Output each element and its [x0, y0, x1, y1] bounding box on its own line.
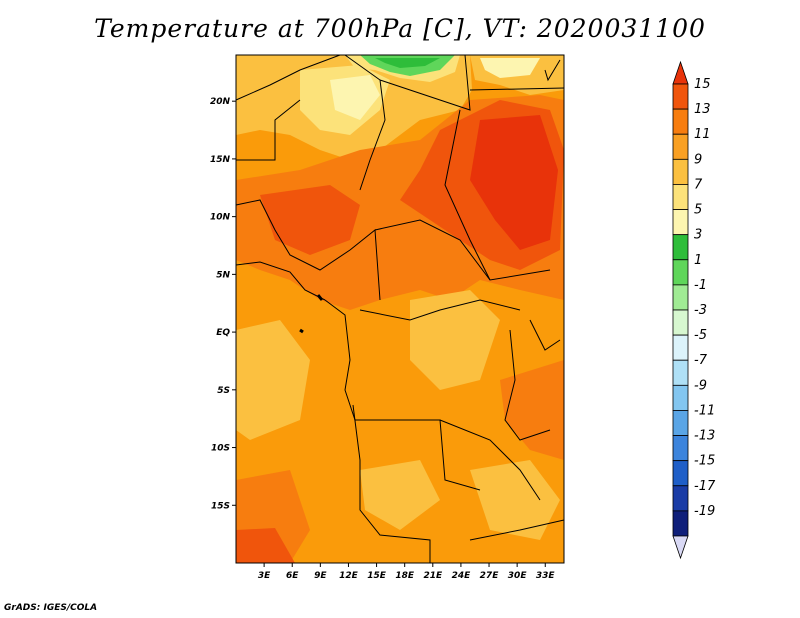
- lon-tick-label: 9E: [314, 571, 327, 581]
- lon-tick-label: 15E: [367, 571, 387, 581]
- colorbar-segment: [672, 384, 689, 411]
- colorbar-bottom-triangle: [672, 535, 689, 560]
- boundary-line: [324, 299, 356, 421]
- boundary-line: [529, 319, 561, 351]
- colorbar-segment: [672, 83, 689, 110]
- colorbar-segment: [672, 234, 689, 261]
- colorbar-label: -13: [694, 429, 715, 444]
- colorbar-segment: [672, 133, 689, 160]
- page-title: Temperature at 700hPa [C], VT: 202003110…: [94, 14, 706, 43]
- colorbar-label: -5: [694, 328, 707, 343]
- lat-tick-label: EQ: [216, 328, 230, 338]
- colorbar-label: -15: [694, 454, 715, 469]
- boundary-line: [504, 329, 551, 441]
- colorbar-label: 13: [694, 102, 711, 117]
- field-15-region: [470, 115, 558, 250]
- colorbar-label: 1: [694, 253, 702, 268]
- island: [316, 294, 324, 301]
- colorbar-label: -1: [694, 278, 707, 293]
- lon-tick-label: 12E: [339, 571, 359, 581]
- lat-tick-label: 10S: [211, 444, 230, 454]
- field-9-south-center: [360, 460, 440, 530]
- coastline: [544, 59, 561, 82]
- colorbar-segment: [672, 410, 689, 436]
- colorbar-segment: [672, 435, 689, 462]
- field-13-southwest: [236, 528, 295, 563]
- boundary-line: [236, 99, 301, 161]
- colorbar-label: 3: [694, 228, 702, 243]
- colorbar-segment: [672, 359, 689, 386]
- colorbar-label: 9: [694, 152, 702, 167]
- colorbar-label: -11: [694, 403, 715, 418]
- lat-tick-label: 10N: [210, 213, 231, 223]
- lon-tick-label: 30E: [508, 571, 528, 581]
- boundary-line: [235, 261, 326, 301]
- field-5-region: [330, 75, 380, 120]
- lon-tick-label: 18E: [395, 571, 415, 581]
- colorbar-label: -19: [694, 504, 715, 519]
- colorbar-segment: [672, 158, 689, 185]
- colorbar-segment: [672, 510, 689, 537]
- latitude-axis: 20N 15N 10N 5N EQ 5S 10S 15S: [210, 97, 236, 511]
- longitude-axis: 3E 6E 9E 12E 15E 18E 21E 24E 27E 30E 33E: [258, 563, 556, 581]
- colorbar-label: -17: [694, 479, 716, 494]
- colorbar-label: 5: [694, 203, 702, 218]
- lon-tick-label: 24E: [452, 571, 472, 581]
- lat-tick-label: 15S: [211, 501, 230, 511]
- colorbar-segment: [672, 184, 689, 210]
- lon-tick-label: 6E: [286, 571, 299, 581]
- field-9-southwest: [236, 320, 310, 440]
- lon-tick-label: 3E: [258, 571, 271, 581]
- lat-tick-label: 15N: [210, 155, 231, 165]
- colorbar-segment: [672, 209, 689, 236]
- lat-tick-label: 5S: [217, 386, 230, 396]
- colorbar-segment: [672, 259, 689, 286]
- colorbar: 15 13 11 9 7 5 3 1 -1 -3 -5 -7 -9 -11 -13 -15 -17 -19: [672, 60, 716, 560]
- boundary-line: [444, 109, 491, 281]
- map-plot: [235, 54, 565, 564]
- colorbar-label: -9: [694, 378, 707, 393]
- field-5-northeast: [480, 58, 540, 78]
- boundary-line: [439, 419, 541, 501]
- field-9-south: [410, 290, 500, 390]
- field-11-southeast: [500, 360, 564, 460]
- temperature-field: [236, 55, 564, 563]
- map-frame: [235, 54, 565, 564]
- lon-tick-label: 27E: [480, 571, 500, 581]
- colorbar-segment: [672, 460, 689, 487]
- boundary-line: [469, 519, 565, 541]
- boundary-line: [352, 404, 431, 563]
- credit-text: GrADS: IGES/COLA: [4, 603, 98, 613]
- colorbar-segment: [672, 485, 689, 512]
- field-13-west: [260, 185, 360, 255]
- field-9-southeast: [470, 460, 560, 540]
- boundary-line: [379, 54, 471, 111]
- lat-tick-label: 20N: [210, 97, 231, 107]
- colorbar-segment: [672, 108, 689, 135]
- colorbar-label: 11: [694, 127, 711, 142]
- lon-tick-label: 21E: [423, 571, 443, 581]
- boundary-line: [359, 299, 521, 321]
- boundary-line: [235, 54, 341, 101]
- colorbar-label: 7: [694, 177, 703, 192]
- boundary-line: [469, 87, 565, 91]
- boundary-line: [344, 54, 386, 191]
- lat-tick-label: 5N: [216, 270, 230, 280]
- field-3-region: [375, 58, 440, 68]
- colorbar-top-triangle: [672, 60, 689, 85]
- lon-tick-label: 33E: [536, 571, 556, 581]
- country-boundaries: [235, 54, 565, 563]
- colorbar-segment: [672, 309, 689, 336]
- colorbar-label: -7: [694, 353, 708, 368]
- island: [299, 328, 304, 334]
- colorbar-segment: [672, 334, 689, 361]
- colorbar-label: -3: [694, 303, 707, 318]
- boundary-line: [235, 199, 381, 301]
- colorbar-label: 15: [694, 77, 711, 92]
- colorbar-segment: [672, 284, 689, 311]
- boundary-line: [374, 219, 551, 281]
